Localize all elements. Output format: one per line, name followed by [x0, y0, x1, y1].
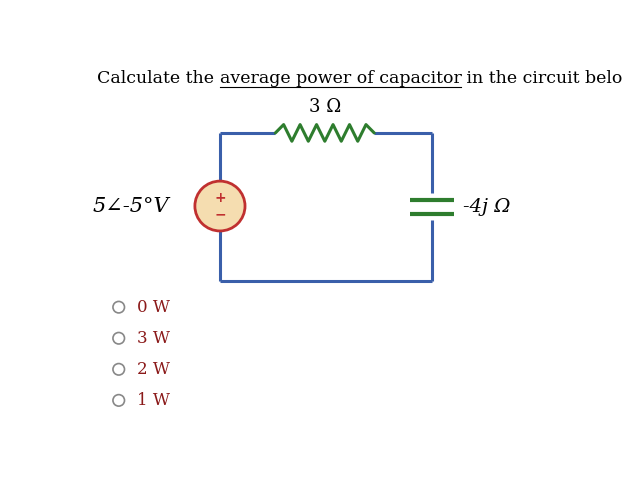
Text: −: −	[214, 207, 226, 221]
Text: +: +	[214, 191, 226, 205]
Text: 3 Ω: 3 Ω	[309, 98, 341, 116]
Text: Calculate the: Calculate the	[97, 70, 220, 87]
Text: 1 W: 1 W	[137, 392, 170, 409]
Ellipse shape	[195, 181, 245, 231]
Text: 5∠-5°V: 5∠-5°V	[92, 196, 169, 215]
Ellipse shape	[113, 395, 124, 406]
Ellipse shape	[113, 333, 124, 344]
Text: 2 W: 2 W	[137, 361, 170, 378]
Text: average power of capacitor: average power of capacitor	[220, 70, 462, 87]
Text: in the circuit below.: in the circuit below.	[462, 70, 622, 87]
Text: -4j Ω: -4j Ω	[463, 198, 511, 216]
Ellipse shape	[113, 302, 124, 313]
Text: 3 W: 3 W	[137, 330, 170, 347]
Ellipse shape	[113, 364, 124, 375]
Text: 0 W: 0 W	[137, 299, 170, 316]
